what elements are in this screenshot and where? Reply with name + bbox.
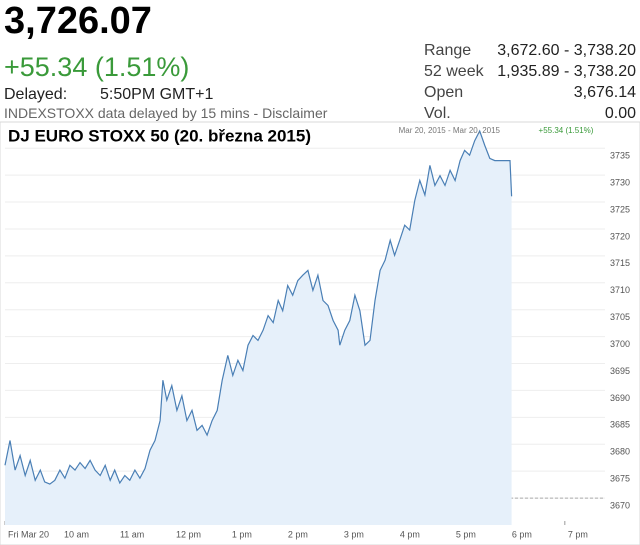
source-note[interactable]: INDEXSTOXX data delayed by 15 mins - Dis…	[4, 105, 328, 121]
x-tick-label: 5 pm	[456, 529, 476, 539]
stat-label: Open	[424, 84, 464, 101]
x-tick-label: Fri Mar 20	[8, 529, 49, 539]
x-tick-label: 11 am	[120, 529, 144, 539]
stat-value: 0.00	[604, 105, 636, 122]
x-tick-label: 10 am	[64, 529, 89, 539]
y-tick-label: 3710	[610, 285, 630, 295]
y-tick-label: 3725	[610, 204, 630, 214]
x-tick-label: 6 pm	[512, 529, 532, 539]
y-tick-label: 3690	[610, 393, 630, 403]
stat-label: 52 week	[424, 63, 484, 80]
y-tick-label: 3695	[610, 366, 630, 376]
x-tick-label: 7 pm	[568, 529, 588, 539]
x-tick-label: 12 pm	[176, 529, 201, 539]
y-tick-label: 3720	[610, 231, 630, 241]
x-tick-label: 4 pm	[400, 529, 420, 539]
y-tick-label: 3680	[610, 447, 630, 457]
delayed-label: Delayed:	[4, 86, 68, 103]
stat-value: 3,672.60 - 3,738.20	[497, 42, 636, 59]
price-line	[4, 129, 513, 485]
chart-change: +55.34 (1.51%)	[539, 126, 594, 135]
x-tick-label: 1 pm	[232, 529, 252, 539]
y-tick-label: 3675	[610, 474, 630, 484]
plot: 3670 3675 3680 3685 3690 3695 3700 3705 3710 3715…	[4, 129, 630, 539]
stat-label: Vol.	[424, 105, 451, 122]
y-tick-label: 3685	[610, 420, 630, 430]
price-change: +55.34 (1.51%)	[4, 52, 190, 82]
y-tick-label: 3735	[610, 151, 630, 161]
area	[5, 131, 512, 525]
delayed-time: 5:50PM GMT+1	[100, 86, 214, 103]
y-tick-label: 3705	[610, 312, 630, 322]
y-tick-label: 3670	[610, 500, 630, 510]
stat-label: Range	[424, 42, 472, 59]
price: 3,726.07	[4, 0, 152, 42]
x-tick-label: 3 pm	[344, 529, 364, 539]
stat-value: 3,676.14	[573, 84, 636, 101]
x-tick-label: 2 pm	[288, 529, 308, 539]
y-tick-label: 3715	[610, 258, 630, 268]
y-tick-label: 3700	[610, 339, 630, 349]
date-range: Mar 20, 2015 - Mar 20, 2015	[399, 126, 501, 135]
stat-value: 1,935.89 - 3,738.20	[497, 63, 636, 80]
chart-title: DJ EURO STOXX 50 (20. března 2015)	[8, 126, 311, 145]
y-tick-label: 3730	[610, 178, 630, 188]
